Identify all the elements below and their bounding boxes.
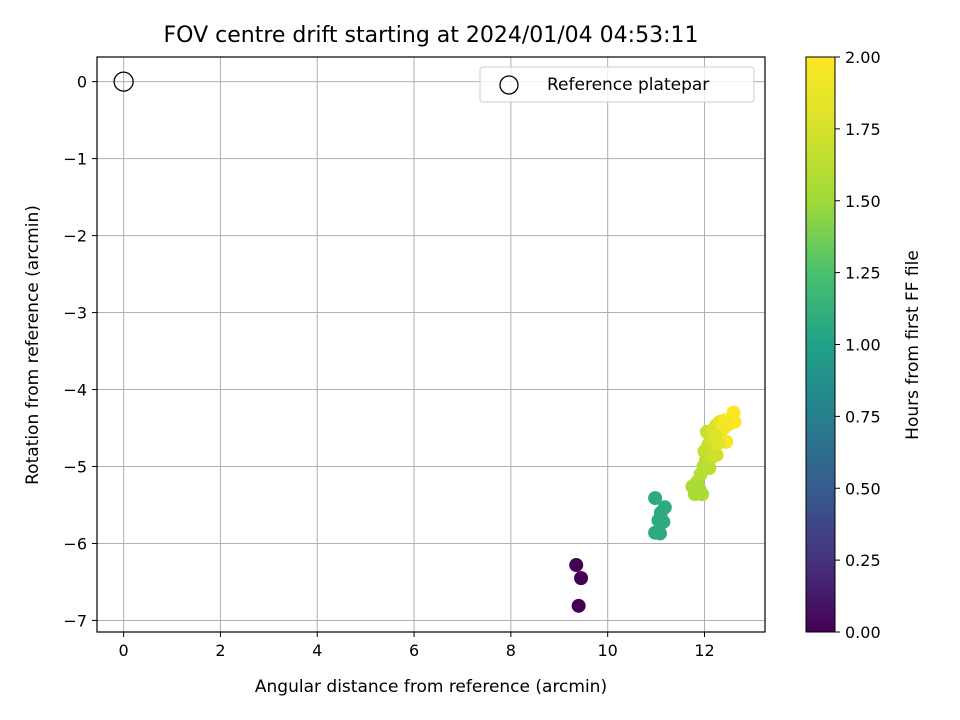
- x-axis-label: Angular distance from reference (arcmin): [255, 677, 607, 697]
- y-tick-label: 0: [77, 73, 87, 92]
- data-point: [695, 487, 710, 502]
- colorbar-tick-label: 1.75: [845, 120, 881, 139]
- y-tick-label: −1: [63, 150, 87, 169]
- data-point: [574, 571, 589, 586]
- x-tick-label: 10: [598, 641, 618, 660]
- data-point: [717, 413, 732, 428]
- colorbar-tick-label: 1.25: [845, 264, 881, 283]
- grid: [97, 57, 765, 632]
- colorbar-label: Hours from first FF file: [903, 250, 923, 440]
- y-tick-label: −4: [63, 381, 87, 400]
- data-point: [571, 598, 586, 613]
- data-point: [652, 526, 667, 541]
- y-tick-label: −7: [63, 611, 87, 630]
- y-tick-label: −3: [63, 304, 87, 323]
- data-points: [569, 405, 742, 613]
- colorbar-tick-label: 2.00: [845, 48, 881, 67]
- x-tick-label: 12: [694, 641, 714, 660]
- legend-entry-reference: Reference platepar: [547, 75, 709, 95]
- data-point: [709, 447, 724, 462]
- x-tick-label: 6: [409, 641, 419, 660]
- legend: Reference platepar: [479, 66, 755, 103]
- legend-box: [479, 66, 755, 103]
- x-tick-label: 2: [215, 641, 225, 660]
- colorbar-tick-label: 0.00: [845, 623, 881, 642]
- data-point: [569, 558, 584, 573]
- data-point: [656, 514, 671, 529]
- data-point: [708, 428, 723, 443]
- data-point: [648, 491, 663, 506]
- reference-marker: [113, 71, 134, 92]
- reference-platepar-marker: [113, 71, 134, 92]
- chart-title: FOV centre drift starting at 2024/01/04 …: [164, 23, 699, 48]
- colorbar-gradient: [805, 56, 836, 633]
- y-axis-label: Rotation from reference (arcmin): [23, 205, 43, 485]
- colorbar: 0.00 0.25 0.50 0.75 1.00 1.25 1.50 1.75 2.00 Hou…: [805, 48, 923, 642]
- x-tick-label: 8: [506, 641, 516, 660]
- y-tick-label: −5: [63, 458, 87, 477]
- legend-marker: [499, 75, 519, 95]
- colorbar-tick-label: 0.25: [845, 551, 881, 570]
- y-axis-ticks: 0 −1 −2 −3 −4 −5 −6 −7: [63, 73, 97, 630]
- plot-frame: [96, 56, 766, 633]
- colorbar-tick-label: 1.00: [845, 336, 881, 355]
- y-tick-label: −6: [63, 534, 87, 553]
- colorbar-tick-label: 0.75: [845, 407, 881, 426]
- x-axis-ticks: 0 2 4 6 8 10 12: [119, 632, 715, 660]
- colorbar-ticks: 0.00 0.25 0.50 0.75 1.00 1.25 1.50 1.75 2.00: [835, 48, 881, 642]
- colorbar-tick-label: 0.50: [845, 479, 881, 498]
- x-tick-label: 0: [119, 641, 129, 660]
- colorbar-tick-label: 1.50: [845, 192, 881, 211]
- x-tick-label: 4: [312, 641, 322, 660]
- data-point: [702, 461, 717, 476]
- y-tick-label: −2: [63, 227, 87, 246]
